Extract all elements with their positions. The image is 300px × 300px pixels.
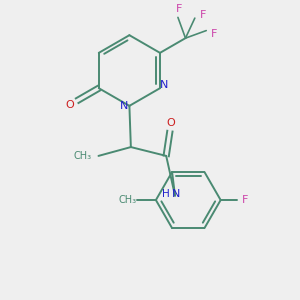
Text: O: O <box>167 118 176 128</box>
Text: H: H <box>162 189 170 199</box>
Text: F: F <box>242 195 248 205</box>
Text: N: N <box>172 189 181 199</box>
Text: CH₃: CH₃ <box>74 151 92 161</box>
Text: F: F <box>200 10 206 20</box>
Text: N: N <box>120 101 128 111</box>
Text: N: N <box>160 80 169 90</box>
Text: CH₃: CH₃ <box>119 195 137 205</box>
Text: F: F <box>176 4 183 14</box>
Text: F: F <box>211 28 218 38</box>
Text: O: O <box>66 100 74 110</box>
